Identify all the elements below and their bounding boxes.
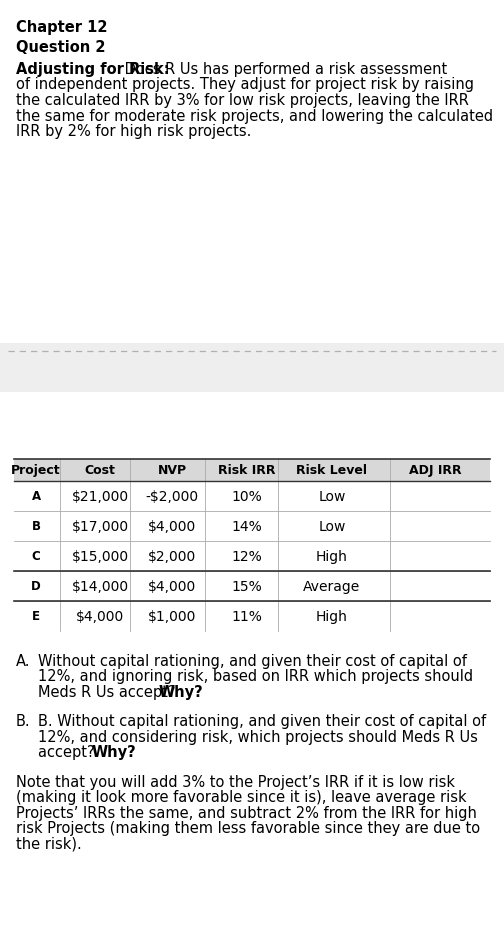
Text: Risk IRR: Risk IRR [218,464,276,477]
Text: High: High [316,550,348,564]
Text: 10%: 10% [232,489,263,503]
Text: High: High [316,609,348,623]
Text: Meds R Us accept?: Meds R Us accept? [38,684,180,699]
Text: $1,000: $1,000 [148,609,196,623]
Text: B: B [31,520,40,533]
Text: the risk).: the risk). [16,836,82,851]
Text: Chapter 12: Chapter 12 [16,20,107,35]
Text: the calculated IRR by 3% for low risk projects, leaving the IRR: the calculated IRR by 3% for low risk pr… [16,93,469,108]
Text: A.: A. [16,654,31,668]
Text: of independent projects. They adjust for project risk by raising: of independent projects. They adjust for… [16,78,474,93]
Text: 15%: 15% [232,579,263,593]
Text: Docs R Us has performed a risk assessment: Docs R Us has performed a risk assessmen… [120,62,447,77]
Text: 14%: 14% [232,519,263,533]
Text: 12%, and ignoring risk, based on IRR which projects should: 12%, and ignoring risk, based on IRR whi… [38,668,473,684]
Text: Average: Average [303,579,361,593]
Text: Why?: Why? [159,684,204,699]
Bar [14,460,490,481]
Text: $15,000: $15,000 [72,550,129,564]
Text: 12%, and considering risk, which projects should Meds R Us: 12%, and considering risk, which project… [38,730,478,744]
Text: Adjusting for Risk:: Adjusting for Risk: [16,62,170,77]
Text: $4,000: $4,000 [148,519,196,533]
Text: D: D [31,580,41,593]
Text: ADJ IRR: ADJ IRR [409,464,461,477]
Text: B.: B. [16,714,31,729]
Text: Note that you will add 3% to the Project’s IRR if it is low risk: Note that you will add 3% to the Project… [16,774,455,789]
Text: the same for moderate risk projects, and lowering the calculated: the same for moderate risk projects, and… [16,108,493,123]
Text: $4,000: $4,000 [76,609,124,623]
Text: Why?: Why? [92,744,137,760]
Text: IRR by 2% for high risk projects.: IRR by 2% for high risk projects. [16,124,251,139]
Text: Risk Level: Risk Level [296,464,367,477]
Text: Without capital rationing, and given their cost of capital of: Without capital rationing, and given the… [38,654,467,668]
Text: Cost: Cost [85,464,115,477]
Text: Project: Project [11,464,61,477]
Text: C: C [32,550,40,563]
Text: B. Without capital rationing, and given their cost of capital of: B. Without capital rationing, and given … [38,714,486,729]
Text: Question 2: Question 2 [16,41,105,56]
Text: $21,000: $21,000 [72,489,129,503]
Bar [0,344,504,392]
Text: 12%: 12% [232,550,263,564]
Text: NVP: NVP [157,464,186,477]
Text: accept?: accept? [38,744,99,760]
Text: 11%: 11% [231,609,263,623]
Text: $17,000: $17,000 [72,519,129,533]
Text: -$2,000: -$2,000 [146,489,199,503]
Text: $14,000: $14,000 [72,579,129,593]
Text: E: E [32,610,40,623]
Text: $2,000: $2,000 [148,550,196,564]
Text: $4,000: $4,000 [148,579,196,593]
Text: Low: Low [319,489,346,503]
Text: (making it look more favorable since it is), leave average risk: (making it look more favorable since it … [16,790,467,805]
Text: A: A [31,490,40,503]
Text: Low: Low [319,519,346,533]
Text: Projects’ IRRs the same, and subtract 2% from the IRR for high: Projects’ IRRs the same, and subtract 2%… [16,806,477,820]
Text: risk Projects (making them less favorable since they are due to: risk Projects (making them less favorabl… [16,820,480,835]
